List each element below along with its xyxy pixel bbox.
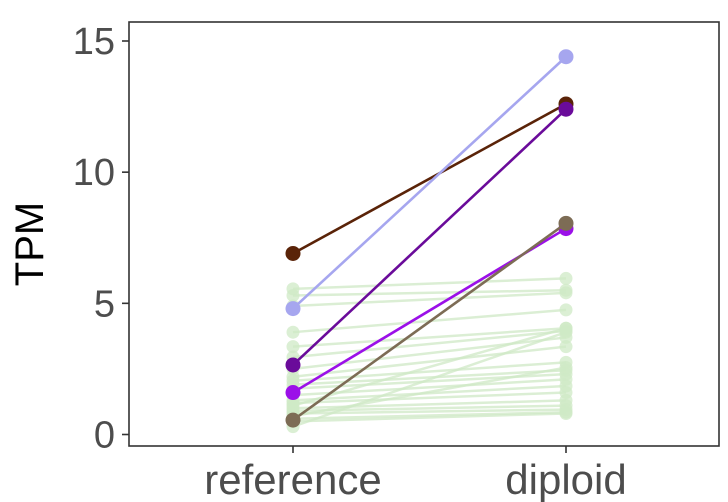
y-tick-label: 0 xyxy=(94,415,115,457)
background-series-line xyxy=(292,277,567,291)
background-series-point xyxy=(286,325,300,339)
background-series-point xyxy=(286,288,300,302)
highlighted-series-group xyxy=(285,49,574,428)
background-series-point xyxy=(559,325,573,339)
background-series-line xyxy=(292,366,567,418)
background-series-line xyxy=(292,327,567,407)
y-axis-title: TPM xyxy=(8,202,52,286)
background-series-line xyxy=(292,384,567,402)
highlighted-series-line xyxy=(292,222,567,422)
y-tick-label: 10 xyxy=(73,152,115,194)
background-series-line xyxy=(292,288,567,297)
highlighted-series-point xyxy=(285,301,301,317)
background-series-line xyxy=(292,368,567,386)
background-series-line xyxy=(292,412,567,423)
x-axis: reference diploid xyxy=(204,446,627,502)
highlighted-series-point xyxy=(558,215,574,231)
background-series-line xyxy=(292,327,567,348)
highlighted-series-line xyxy=(292,108,567,366)
background-series-line xyxy=(292,291,567,308)
y-tick-label: 15 xyxy=(73,21,115,63)
background-series-line xyxy=(292,345,567,379)
x-tick-label: reference xyxy=(204,456,381,502)
highlighted-series-point xyxy=(285,245,301,261)
background-series-point xyxy=(559,407,573,421)
plot-panel-border xyxy=(128,21,720,447)
highlighted-series-point xyxy=(285,385,301,401)
background-series-line xyxy=(292,410,567,421)
highlighted-series-line xyxy=(292,102,567,255)
y-axis: 0 5 10 15 xyxy=(73,21,129,457)
highlighted-series-line xyxy=(292,55,567,310)
background-series-line xyxy=(292,391,567,405)
highlighted-series-point xyxy=(558,49,574,65)
background-series-line xyxy=(292,331,567,428)
background-series-point xyxy=(286,340,300,354)
background-series-point xyxy=(559,271,573,285)
background-series-point xyxy=(559,286,573,300)
highlighted-series-point xyxy=(285,357,301,373)
highlighted-series-point xyxy=(285,412,301,428)
background-series-line xyxy=(292,329,567,359)
background-series-line xyxy=(292,336,567,371)
background-series-line xyxy=(292,408,567,415)
background-series-line xyxy=(292,361,567,382)
background-series-point xyxy=(559,303,573,317)
highlighted-series-point xyxy=(558,101,574,117)
x-tick-label: diploid xyxy=(505,456,626,502)
background-series-point xyxy=(559,340,573,354)
background-series-point xyxy=(559,361,573,375)
y-tick-label: 5 xyxy=(94,283,115,325)
background-series-group xyxy=(286,271,573,434)
